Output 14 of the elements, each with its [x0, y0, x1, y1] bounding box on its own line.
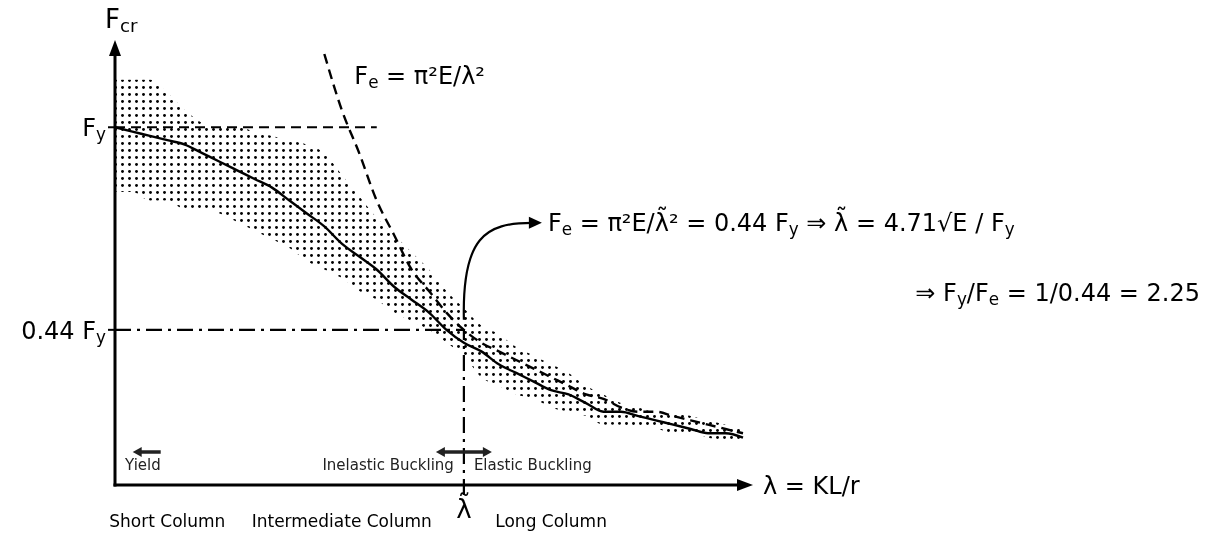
x-axis-title: λ = KL/r: [763, 472, 860, 500]
annotation: F$_{e}$ = π²E/λ̃² = 0.44 F$_{y}$ ⇒ λ̃ = 4.71√E / F$_{y}$: [547, 206, 1015, 239]
x-tick-label: λ̃: [456, 492, 472, 524]
x-tick-label: Long Column: [495, 511, 607, 531]
series-label: F$_{e}$ = π²E/λ²: [354, 62, 485, 93]
x-tick-label: Intermediate Column: [251, 511, 432, 531]
annotation: Inelastic Buckling: [322, 456, 454, 474]
x-tick-label: Short Column: [109, 511, 226, 531]
y-axis-title: F$_{cr}$: [105, 4, 138, 37]
annotation: Elastic Buckling: [473, 456, 592, 474]
annotation: Yield: [124, 456, 161, 474]
ref-line-label: 0.44 F$_{y}$: [21, 316, 107, 347]
ref-line-label: F$_{y}$: [82, 114, 107, 145]
text: ⇒ F$_{y}$/F$_{e}$ = 1/0.44 = 2.25: [915, 278, 1200, 309]
